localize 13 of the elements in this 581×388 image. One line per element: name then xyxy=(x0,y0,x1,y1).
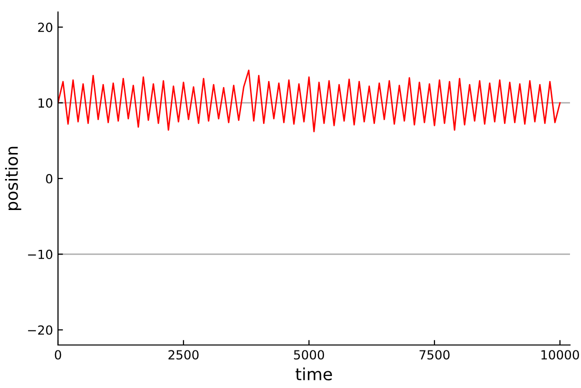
y-tick-label: 20 xyxy=(38,22,52,32)
y-tick-label: −10 xyxy=(28,250,52,260)
x-tick-label: 0 xyxy=(54,350,62,360)
y-tick-label: −20 xyxy=(28,325,52,335)
y-tick-label: 0 xyxy=(46,174,52,184)
x-axis-title: time xyxy=(296,368,332,380)
x-tick-label: 10000 xyxy=(541,350,580,360)
x-tick-label: 2500 xyxy=(168,350,199,360)
x-tick-label: 7500 xyxy=(420,350,450,360)
x-tick-label: 5000 xyxy=(294,350,324,360)
y-axis-title: position xyxy=(5,146,22,210)
line-series xyxy=(58,70,561,132)
y-tick-label: 10 xyxy=(38,98,52,108)
